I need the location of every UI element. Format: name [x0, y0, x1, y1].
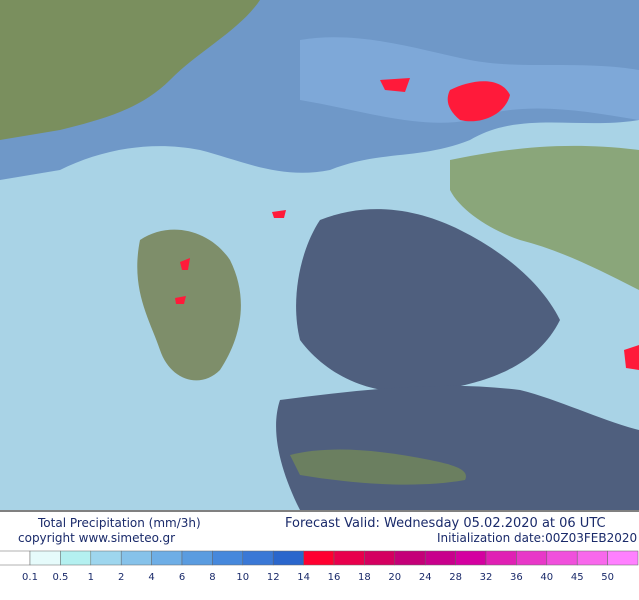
legend-swatch	[120, 550, 152, 566]
legend-swatch	[0, 550, 31, 566]
legend-swatch	[181, 550, 213, 566]
legend-label: 0.5	[52, 572, 68, 583]
legend-swatch	[151, 550, 183, 566]
legend-swatch	[333, 550, 365, 566]
legend-swatch	[576, 550, 608, 566]
legend-swatch	[546, 550, 578, 566]
legend-swatch	[455, 550, 487, 566]
legend-swatch	[364, 550, 396, 566]
legend-swatch	[242, 550, 274, 566]
legend-swatch	[272, 550, 304, 566]
legend-label: 4	[148, 572, 154, 583]
legend-label: 0.1	[22, 572, 38, 583]
legend-label: 32	[480, 572, 493, 583]
legend-label: 10	[236, 572, 249, 583]
legend-label: 14	[297, 572, 310, 583]
legend-label: 40	[540, 572, 553, 583]
legend-label: 6	[179, 572, 185, 583]
legend-swatch	[60, 550, 92, 566]
legend-label: 24	[419, 572, 432, 583]
map-title: Total Precipitation (mm/3h)	[37, 516, 201, 530]
initialization: Initialization date:00Z03FEB2020	[437, 531, 637, 545]
legend-label: 18	[358, 572, 371, 583]
legend-swatch	[394, 550, 426, 566]
forecast-valid: Forecast Valid: Wednesday 05.02.2020 at …	[285, 516, 606, 531]
legend-label: 50	[601, 572, 614, 583]
legend-label: 8	[209, 572, 215, 583]
legend-label: 1	[88, 572, 94, 583]
legend-swatch	[90, 550, 122, 566]
copyright: copyright www.simeteo.gr	[18, 531, 175, 545]
legend-swatch	[516, 550, 548, 566]
legend-label: 12	[267, 572, 280, 583]
legend-label: 16	[328, 572, 341, 583]
legend-label: 36	[510, 572, 523, 583]
legend-label: 28	[449, 572, 462, 583]
legend-swatch	[485, 550, 517, 566]
map	[0, 0, 639, 510]
legend-label: 2	[118, 572, 124, 583]
legend-label: 45	[571, 572, 584, 583]
legend-swatch	[607, 550, 639, 566]
legend-swatch	[29, 550, 61, 566]
legend: 0.1 0.5 1 2 4 6 8 10 12 14 16 18 20 24 28 32 36 40 45 50	[0, 550, 639, 583]
legend-label: 20	[388, 572, 401, 583]
legend-swatch	[212, 550, 244, 566]
legend-swatch	[303, 550, 335, 566]
legend-swatch	[424, 550, 456, 566]
